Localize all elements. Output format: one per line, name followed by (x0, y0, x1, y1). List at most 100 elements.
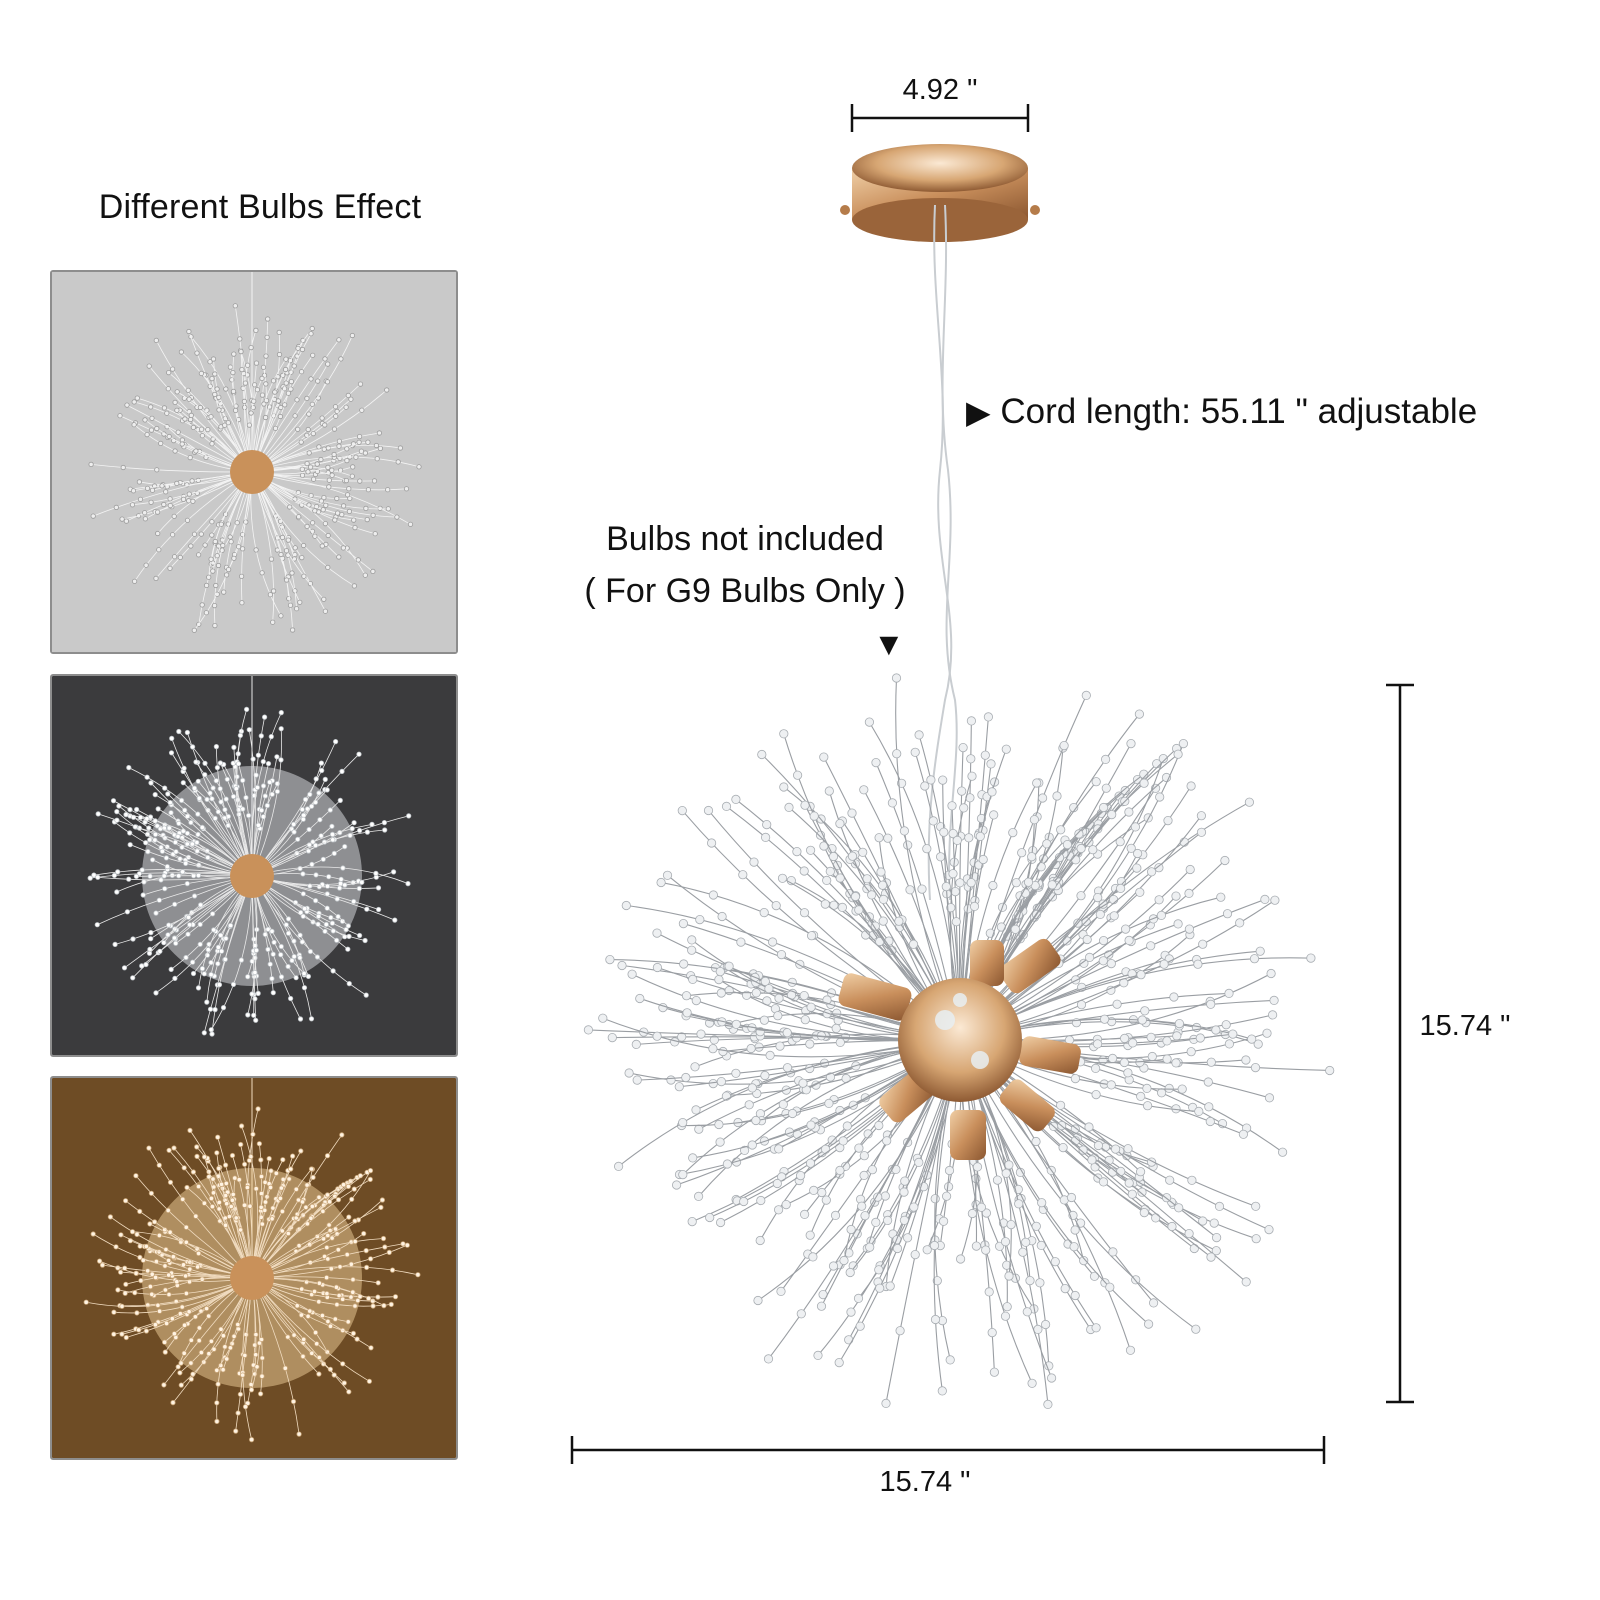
crystal-bead (1101, 754, 1111, 765)
crystal-bead (130, 936, 136, 942)
crystal-bead (204, 796, 210, 803)
crystal-bead (365, 487, 371, 493)
crystal-bead (1021, 1237, 1031, 1247)
crystal-bead (320, 856, 326, 862)
crystal-bead (1195, 1033, 1205, 1043)
crystal-bead (397, 445, 403, 451)
crystal-bead (309, 325, 315, 332)
crystal-bead (154, 467, 160, 473)
crystal-bead (145, 849, 151, 855)
crystal-bead (212, 622, 218, 629)
crystal-bead (1212, 1233, 1222, 1243)
crystal-bead (930, 1314, 941, 1325)
crystal-bead (252, 382, 258, 388)
crystal-bead (345, 923, 351, 929)
crystal-bead (304, 523, 310, 529)
crystal-bead (197, 404, 203, 411)
cord-length-annotation: ▶ Cord length: 55.11 " adjustable (966, 392, 1477, 432)
crystal-bead (304, 395, 310, 402)
cord-length-text: Cord length: 55.11 " adjustable (1000, 392, 1478, 431)
crystal-bead (969, 901, 980, 912)
crystal-bead (137, 496, 144, 502)
crystal-bead (170, 366, 176, 372)
crystal-bead (299, 472, 306, 478)
crystal-bead (1154, 895, 1164, 905)
crystal-bead (171, 513, 177, 519)
crystal-bead (718, 1046, 728, 1057)
crystal-bead (199, 426, 205, 432)
crystal-bead (779, 729, 789, 739)
crystal-bead (183, 1224, 189, 1230)
crystal-bead (196, 795, 202, 801)
crystal-bead (871, 757, 881, 768)
crystal-bead (186, 491, 192, 497)
crystal-bead (176, 873, 182, 879)
crystal-bead (799, 1209, 810, 1220)
crystal-bead (751, 1115, 761, 1126)
crystal-bead (153, 990, 159, 996)
crystal-bead (406, 813, 412, 819)
crystal-bead (824, 786, 834, 796)
crystal-bead (333, 937, 340, 943)
crystal-bead (1124, 1178, 1134, 1188)
crystal-bead (329, 920, 335, 926)
crystal-bead (268, 1168, 274, 1174)
crystal-bead (179, 1304, 185, 1310)
crystal-bead (265, 316, 271, 322)
crystal-bead (690, 1062, 700, 1072)
crystal-bead (260, 364, 267, 370)
crystal-bead (162, 886, 168, 892)
crystal-bead (212, 391, 218, 398)
crystal-bead (248, 345, 254, 351)
crystal-bead (334, 495, 340, 502)
crystal-bead (835, 1165, 845, 1176)
crystal-bead (149, 415, 155, 421)
crystal-bead (324, 1192, 331, 1198)
crystal-bead (1260, 894, 1270, 905)
crystal-bead (746, 1043, 756, 1054)
crystal-bead (1070, 1290, 1080, 1301)
crystal-bead (860, 1211, 870, 1221)
crystal-bead (1174, 1203, 1184, 1213)
crystal-bead (308, 331, 314, 337)
crystal-bead (193, 1213, 199, 1219)
crystal-bead (167, 503, 173, 509)
crystal-bead (265, 926, 271, 932)
crystal-bead (229, 1197, 235, 1203)
crystal-bead (1151, 1213, 1161, 1223)
crystal-bead (240, 777, 246, 784)
crystal-bead (169, 735, 175, 742)
crystal-bead (291, 556, 297, 562)
crystal-bead (312, 1330, 319, 1336)
crystal-bead (359, 407, 365, 413)
crystal-bead (947, 801, 957, 811)
crystal-bead (382, 827, 388, 833)
crystal-bead (183, 1290, 189, 1296)
crystal-bead (210, 356, 217, 362)
crystal-bead (172, 448, 178, 454)
crystal-bead (312, 842, 319, 848)
crystal-bead (156, 1232, 163, 1238)
crystal-bead (159, 483, 165, 489)
crystal-bead (259, 392, 266, 398)
crystal-bead (1001, 744, 1011, 754)
crystal-bead (330, 837, 336, 843)
crystal-bead (1041, 1319, 1051, 1330)
crystal-bead (278, 709, 284, 716)
crystal-bead (187, 1127, 193, 1134)
crystal-bead (197, 921, 203, 927)
crystal-bead (214, 1367, 220, 1373)
crystal-bead (335, 1247, 341, 1253)
crystal-bead (180, 496, 187, 502)
crystal-bead (215, 961, 221, 967)
crystal-bead (632, 1075, 642, 1085)
crystal-bead (224, 776, 230, 782)
crystal-bead (179, 797, 185, 804)
crystal-bead (123, 812, 129, 818)
crystal-bead (1124, 807, 1134, 817)
crystal-bead (390, 869, 397, 875)
crystal-bead (349, 473, 355, 479)
crystal-bead (751, 988, 761, 998)
crystal-bead (1004, 1160, 1014, 1170)
crystal-bead (149, 487, 156, 493)
